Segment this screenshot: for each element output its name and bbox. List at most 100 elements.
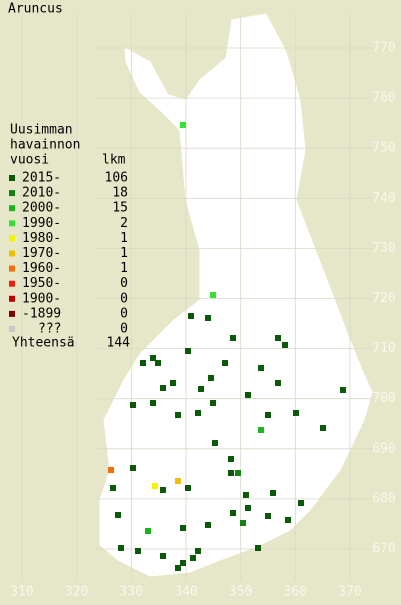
legend-count: 1 — [120, 246, 128, 261]
occurrence-square — [285, 517, 291, 523]
legend-count: 106 — [105, 171, 128, 186]
legend-total: 144 — [107, 336, 131, 351]
x-tick-label: 370 — [338, 585, 361, 600]
occurrence-square — [150, 400, 156, 406]
occurrence-square — [320, 425, 326, 431]
legend-swatch — [9, 295, 15, 302]
occurrence-square — [228, 456, 234, 462]
occurrence-square — [205, 522, 211, 528]
occurrence-square — [210, 400, 216, 406]
occurrence-square — [298, 500, 304, 506]
y-tick-label: 720 — [372, 291, 395, 306]
occurrence-square — [160, 385, 166, 391]
occurrence-square — [275, 380, 281, 386]
grid — [21, 14, 372, 580]
occurrence-square — [258, 365, 264, 371]
occurrence-square — [185, 485, 191, 491]
legend-swatch — [9, 190, 15, 197]
y-tick-label: 760 — [372, 91, 395, 106]
legend-swatch — [9, 250, 15, 257]
y-tick-label: 750 — [372, 141, 395, 156]
occurrence-square — [210, 292, 216, 298]
occurrence-square — [212, 440, 218, 446]
legend-swatch — [9, 310, 15, 317]
occurrence-square — [265, 412, 271, 418]
finland-outline — [99, 13, 373, 577]
x-tick-label: 310 — [10, 585, 33, 600]
occurrence-square — [198, 386, 204, 392]
occurrence-square — [340, 387, 346, 393]
x-tick-label: 350 — [229, 585, 252, 600]
legend-label: 1950- — [22, 276, 61, 291]
occurrence-square — [108, 467, 114, 473]
legend-label: ??? — [38, 322, 61, 337]
occurrence-square — [228, 470, 234, 476]
occurrence-square — [222, 360, 228, 366]
occurrence-square — [180, 560, 186, 566]
legend-label: 2000- — [22, 201, 61, 216]
legend-count: 15 — [112, 201, 128, 216]
occurrence-square — [293, 410, 299, 416]
occurrence-square — [190, 555, 196, 561]
occurrence-square — [135, 548, 141, 554]
legend-count-heading: lkm — [102, 153, 126, 168]
occurrence-square — [150, 355, 156, 361]
occurrence-square — [255, 545, 261, 551]
occurrences — [108, 122, 346, 571]
y-tick-label: 680 — [372, 491, 395, 506]
occurrence-square — [115, 512, 121, 518]
occurrence-square — [265, 513, 271, 519]
occurrence-square — [180, 122, 186, 128]
y-tick-label: 770 — [372, 41, 395, 56]
occurrence-square — [160, 487, 166, 493]
occurrence-square — [118, 545, 124, 551]
occurrence-square — [140, 360, 146, 366]
occurrence-square — [188, 313, 194, 319]
legend-label: 1960- — [22, 261, 61, 276]
occurrence-square — [185, 348, 191, 354]
legend-count: 1 — [120, 231, 128, 246]
occurrence-square — [208, 375, 214, 381]
legend-label: 1990- — [22, 216, 61, 231]
legend-swatch — [9, 205, 15, 212]
occurrence-square — [170, 380, 176, 386]
occurrence-square — [245, 392, 251, 398]
legend-heading: havainnon — [10, 138, 80, 153]
occurrence-square — [258, 427, 264, 433]
legend-heading: Uusimman — [10, 123, 73, 138]
legend-count: 18 — [112, 186, 128, 201]
legend-swatch — [9, 280, 15, 287]
y-tick-label: 700 — [372, 391, 395, 406]
occurrence-square — [235, 470, 241, 476]
legend-count: 0 — [120, 306, 128, 321]
y-tick-label: 710 — [372, 341, 395, 356]
legend-count: 0 — [120, 276, 128, 291]
legend-label: 2015- — [22, 171, 61, 186]
title: Aruncus — [8, 2, 63, 17]
occurrence-square — [175, 565, 181, 571]
legend-swatch — [9, 220, 15, 227]
occurrence-square — [110, 485, 116, 491]
legend-heading: vuosi — [10, 153, 49, 168]
legend-swatch — [9, 326, 15, 332]
occurrence-square — [245, 505, 251, 511]
occurrence-square — [240, 520, 246, 526]
occurrence-square — [152, 483, 158, 489]
occurrence-square — [195, 410, 201, 416]
legend-count: 1 — [120, 261, 128, 276]
occurrence-square — [243, 492, 249, 498]
y-tick-label: 740 — [372, 191, 395, 206]
occurrence-square — [270, 490, 276, 496]
occurrence-square — [230, 510, 236, 516]
legend-swatch — [9, 235, 15, 242]
legend-count: 0 — [120, 322, 128, 337]
y-tick-label: 730 — [372, 241, 395, 256]
occurrence-square — [130, 402, 136, 408]
occurrence-square — [205, 315, 211, 321]
x-tick-label: 330 — [120, 585, 143, 600]
occurrence-square — [195, 548, 201, 554]
legend-total-label: Yhteensä — [12, 336, 75, 351]
legend-label: 1900- — [22, 291, 61, 306]
y-tick-label: 690 — [372, 441, 395, 456]
